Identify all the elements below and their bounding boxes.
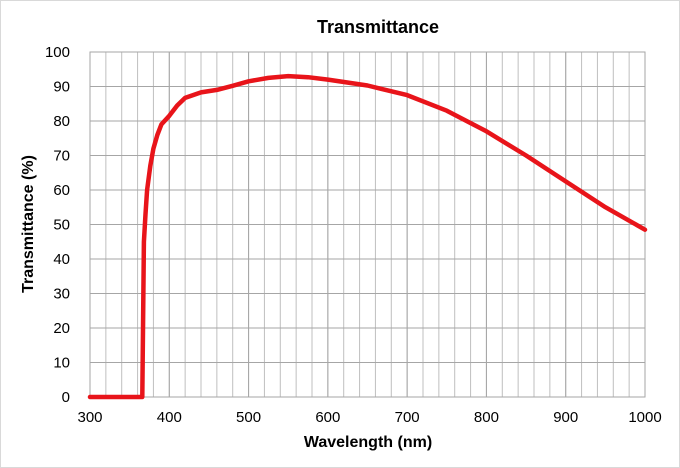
y-axis-label: Transmittance (%)	[20, 155, 37, 293]
x-tick-label: 700	[395, 409, 420, 426]
x-tick-label: 600	[315, 409, 340, 426]
y-tick-label: 90	[53, 79, 70, 96]
y-tick-label: 30	[53, 286, 70, 303]
plot-area-border	[89, 51, 646, 398]
transmittance-line	[87, 73, 648, 400]
chart-title: Transmittance	[317, 17, 439, 37]
y-tick-label: 100	[45, 44, 70, 61]
x-axis-label: Wavelength (nm)	[304, 434, 432, 451]
y-tick-label: 60	[53, 182, 70, 199]
x-tick-label: 500	[236, 409, 261, 426]
y-tick-label: 80	[53, 113, 70, 130]
x-tick-label: 1000	[628, 409, 661, 426]
x-tick-label: 900	[553, 409, 578, 426]
x-tick-label: 800	[474, 409, 499, 426]
x-tick-label: 400	[157, 409, 182, 426]
y-tick-label: 50	[53, 217, 70, 234]
y-tick-label: 20	[53, 320, 70, 337]
y-tick-label: 70	[53, 148, 70, 165]
y-tick-label: 10	[53, 355, 70, 372]
y-tick-label: 0	[62, 389, 70, 406]
y-tick-label: 40	[53, 251, 70, 268]
x-tick-label: 300	[77, 409, 102, 426]
